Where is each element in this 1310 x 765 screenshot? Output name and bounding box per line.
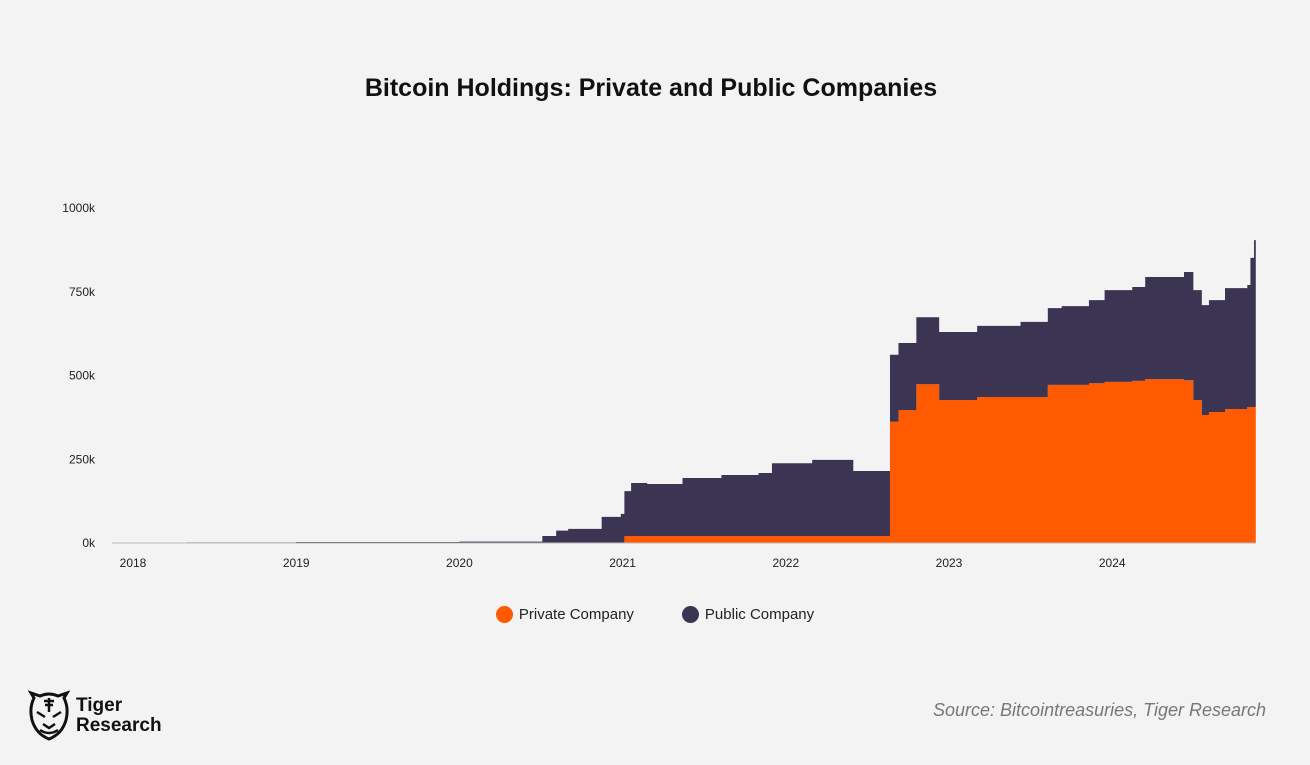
legend-label-private: Private Company xyxy=(518,606,634,623)
area-public-company xyxy=(111,240,1256,543)
y-tick-label: 250k xyxy=(69,452,96,466)
logo-text-line2: Research xyxy=(76,715,162,736)
x-tick-label: 2022 xyxy=(772,556,799,570)
legend: Private Company Public Company xyxy=(0,606,1310,623)
area-private-company xyxy=(111,379,1256,543)
legend-item-public: Public Company xyxy=(681,606,815,623)
legend-item-private: Private Company xyxy=(495,606,634,623)
y-tick-label: 0k xyxy=(82,536,96,550)
legend-label-public: Public Company xyxy=(704,606,815,623)
x-tick-label: 2019 xyxy=(283,556,310,570)
x-tick-label: 2021 xyxy=(609,556,636,570)
x-tick-label: 2020 xyxy=(446,556,473,570)
x-tick-label: 2024 xyxy=(1099,556,1126,570)
y-tick-label: 750k xyxy=(69,285,96,299)
chart-title: Bitcoin Holdings: Private and Public Com… xyxy=(364,74,938,102)
tiger-icon xyxy=(28,690,70,741)
legend-swatch-private xyxy=(495,606,513,623)
source-note: Source: Bitcointreasuries, Tiger Researc… xyxy=(933,700,1266,720)
tiger-research-logo: Tiger Research xyxy=(28,690,162,742)
y-tick-label: 500k xyxy=(69,369,96,383)
y-tick-label: 1000k xyxy=(62,201,96,215)
logo-text-line1: Tiger xyxy=(76,695,123,716)
legend-swatch-public xyxy=(681,606,699,623)
x-tick-label: 2018 xyxy=(120,556,147,570)
x-tick-label: 2023 xyxy=(936,556,963,570)
